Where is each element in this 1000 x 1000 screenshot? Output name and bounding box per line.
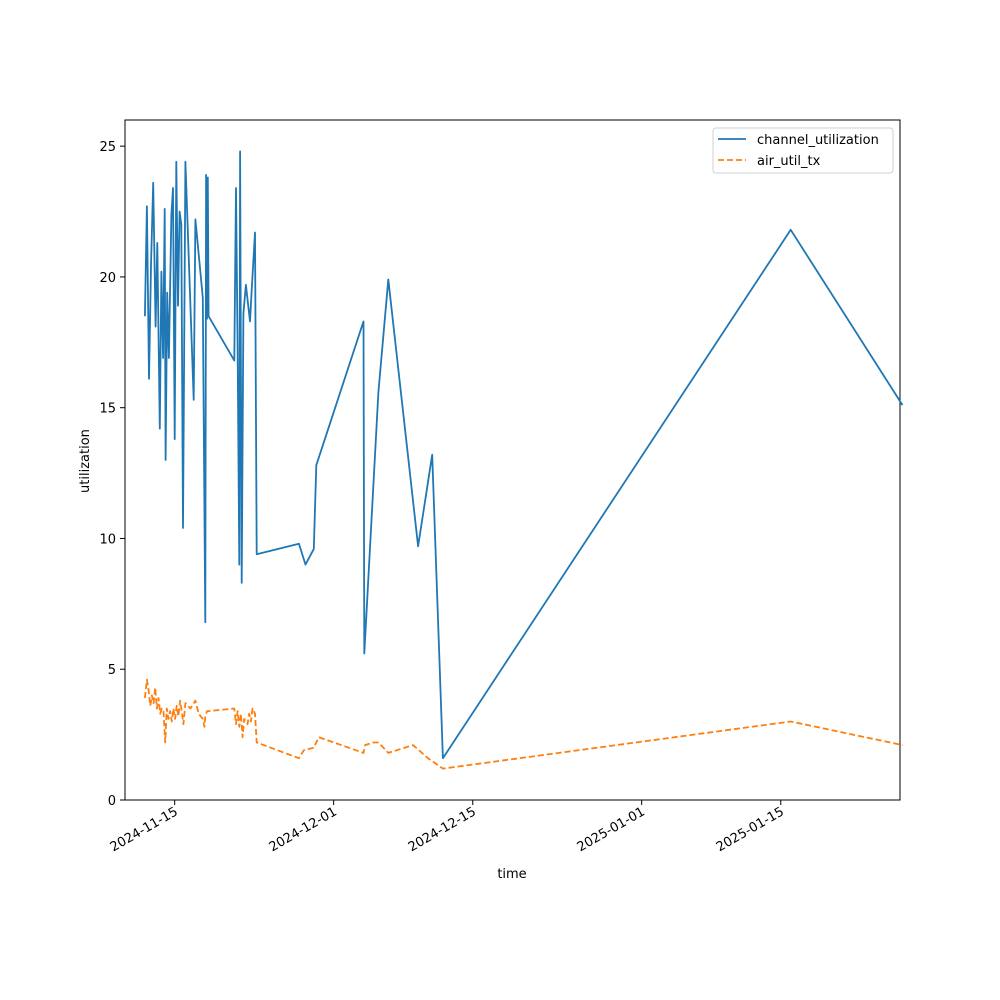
series-line-channel-utilization bbox=[144, 150, 904, 760]
y-tick-label: 10 bbox=[99, 532, 116, 547]
legend-label-air-util-tx: air_util_tx bbox=[757, 154, 821, 169]
x-axis-title: time bbox=[497, 867, 526, 882]
legend-box bbox=[712, 127, 894, 174]
y-tick-label: 25 bbox=[99, 140, 116, 155]
y-tick-label: 0 bbox=[108, 794, 116, 809]
y-tick-label: 15 bbox=[99, 402, 116, 417]
y-axis: 0 5 10 15 20 25 bbox=[99, 140, 125, 809]
y-axis-title: utilization bbox=[78, 429, 93, 493]
y-tick-label: 20 bbox=[99, 271, 116, 286]
legend-label-channel-utilization: channel_utilization bbox=[757, 133, 879, 148]
y-tick-label: 5 bbox=[108, 663, 116, 678]
series-layer bbox=[144, 150, 904, 770]
series-line-air-util-tx bbox=[144, 678, 903, 770]
legend: channel_utilization air_util_tx bbox=[712, 127, 894, 174]
